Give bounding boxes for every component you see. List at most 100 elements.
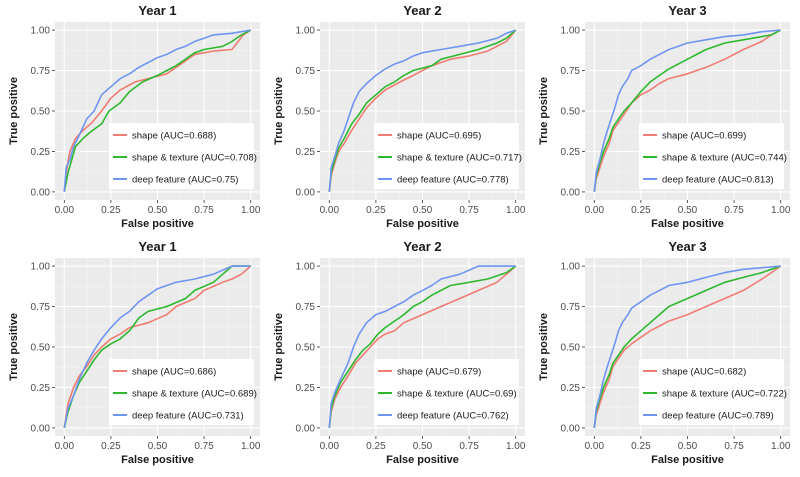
x-tick-label: 1.00 (771, 205, 791, 216)
x-tick-label: 1.00 (506, 441, 526, 452)
y-axis-label: True positive (8, 77, 20, 145)
legend-box (639, 123, 784, 189)
x-tick-label: 0.75 (459, 441, 479, 452)
y-tick-label: 0.00 (296, 423, 316, 434)
x-axis-label: False positive (651, 218, 724, 230)
x-tick-label: 0.50 (148, 441, 168, 452)
legend-label: shape (AUC=0.682) (662, 367, 746, 378)
x-tick-label: 0.00 (585, 205, 605, 216)
legend-box (639, 359, 784, 425)
y-tick-label: 0.50 (561, 107, 581, 118)
legend-box (374, 359, 519, 425)
legend-box (374, 123, 519, 189)
legend-label: shape & texture (AUC=0.708) (132, 153, 257, 164)
y-tick-label: 0.50 (561, 343, 581, 354)
chart-title: Year 2 (403, 3, 441, 18)
x-axis-label: False positive (386, 454, 459, 466)
y-tick-label: 0.25 (561, 147, 581, 158)
y-axis-label: True positive (538, 77, 550, 145)
legend-label: shape & texture (AUC=0.69) (397, 389, 517, 400)
y-tick-label: 0.00 (561, 423, 581, 434)
x-tick-label: 0.25 (631, 205, 651, 216)
y-tick-label: 0.50 (296, 343, 316, 354)
roc-panel-5: Year 2 0.00 0.25 0.50 0.75 1.00 0.00 0.25 0.50 0.… (273, 239, 526, 466)
shape-roc-line (63, 265, 252, 429)
x-tick-label: 0.00 (320, 441, 340, 452)
x-tick-label: 0.75 (724, 205, 744, 216)
x-tick-label: 0.50 (678, 205, 698, 216)
legend-box (109, 123, 254, 189)
y-tick-label: 1.00 (31, 262, 51, 273)
y-tick-label: 0.50 (31, 343, 51, 354)
x-tick-label: 0.75 (194, 441, 214, 452)
chart-title: Year 3 (668, 239, 706, 254)
shape-roc-line (328, 29, 517, 192)
deep-feature-roc-line (328, 265, 516, 428)
chart-title: Year 2 (403, 239, 441, 254)
y-tick-label: 1.00 (296, 262, 316, 273)
x-tick-label: 0.25 (366, 205, 386, 216)
y-tick-label: 0.75 (31, 302, 51, 313)
x-tick-label: 0.00 (320, 205, 340, 216)
roc-panel-1: Year 1 0.00 0.25 0.50 0.75 1.00 0.00 0.25 0.50 0.… (8, 3, 261, 230)
shape-texture-roc-line (593, 265, 781, 428)
y-tick-label: 0.25 (296, 147, 316, 158)
y-tick-label: 0.25 (31, 147, 51, 158)
x-tick-label: 1.00 (241, 441, 261, 452)
y-tick-label: 0.25 (296, 383, 316, 394)
x-tick-label: 0.50 (148, 205, 168, 216)
chart-title: Year 1 (138, 3, 176, 18)
y-tick-label: 1.00 (296, 26, 316, 37)
legend-label: shape (AUC=0.695) (397, 131, 481, 142)
shape-roc-line (593, 29, 782, 193)
legend-label: shape & texture (AUC=0.744) (662, 153, 787, 164)
roc-panel-3: Year 3 0.00 0.25 0.50 0.75 1.00 0.00 0.25 0.50 0.… (538, 3, 791, 230)
roc-panel-6: Year 3 0.00 0.25 0.50 0.75 1.00 0.00 0.25 0.50 0.… (538, 239, 791, 466)
x-tick-label: 0.75 (459, 205, 479, 216)
y-axis-label: True positive (273, 77, 285, 145)
y-tick-label: 0.00 (31, 187, 51, 198)
x-tick-label: 0.25 (366, 441, 386, 452)
y-tick-label: 0.00 (31, 423, 51, 434)
y-tick-label: 1.00 (561, 26, 581, 37)
y-tick-label: 0.75 (296, 66, 316, 77)
deep-feature-roc-line (593, 29, 781, 192)
y-tick-label: 0.75 (561, 302, 581, 313)
deep-feature-roc-line (593, 265, 781, 428)
y-tick-label: 0.25 (561, 383, 581, 394)
y-tick-label: 0.25 (31, 383, 51, 394)
legend-label: deep feature (AUC=0.778) (397, 175, 509, 186)
legend-label: shape (AUC=0.688) (132, 131, 216, 142)
shape-roc-line (328, 265, 517, 428)
shape-texture-roc-line (328, 29, 517, 192)
x-tick-label: 1.00 (771, 441, 791, 452)
shape-texture-roc-line (63, 265, 251, 429)
x-tick-label: 0.50 (678, 441, 698, 452)
roc-panel-2: Year 2 0.00 0.25 0.50 0.75 1.00 0.00 0.25 0.50 0.… (273, 3, 526, 230)
legend-label: shape & texture (AUC=0.722) (662, 389, 787, 400)
x-tick-label: 0.00 (55, 205, 75, 216)
y-tick-label: 0.50 (31, 107, 51, 118)
x-tick-label: 0.25 (101, 205, 121, 216)
y-tick-label: 0.75 (31, 66, 51, 77)
legend-label: deep feature (AUC=0.813) (662, 175, 774, 186)
legend-label: shape & texture (AUC=0.689) (132, 389, 257, 400)
x-tick-label: 1.00 (506, 205, 526, 216)
y-tick-label: 1.00 (31, 26, 51, 37)
legend-label: deep feature (AUC=0.731) (132, 411, 244, 422)
roc-panel-4: Year 1 0.00 0.25 0.50 0.75 1.00 0.00 0.25 0.50 0.… (8, 239, 261, 466)
chart-title: Year 3 (668, 3, 706, 18)
shape-texture-roc-line (593, 29, 782, 192)
legend-label: shape (AUC=0.679) (397, 367, 481, 378)
shape-roc-line (593, 265, 782, 429)
y-tick-label: 0.50 (296, 107, 316, 118)
deep-feature-roc-line (328, 29, 516, 192)
y-axis-label: True positive (273, 313, 285, 381)
y-tick-label: 0.75 (296, 302, 316, 313)
x-tick-label: 0.50 (413, 441, 433, 452)
x-tick-label: 0.00 (55, 441, 75, 452)
shape-roc-line (63, 29, 252, 192)
y-tick-label: 1.00 (561, 262, 581, 273)
